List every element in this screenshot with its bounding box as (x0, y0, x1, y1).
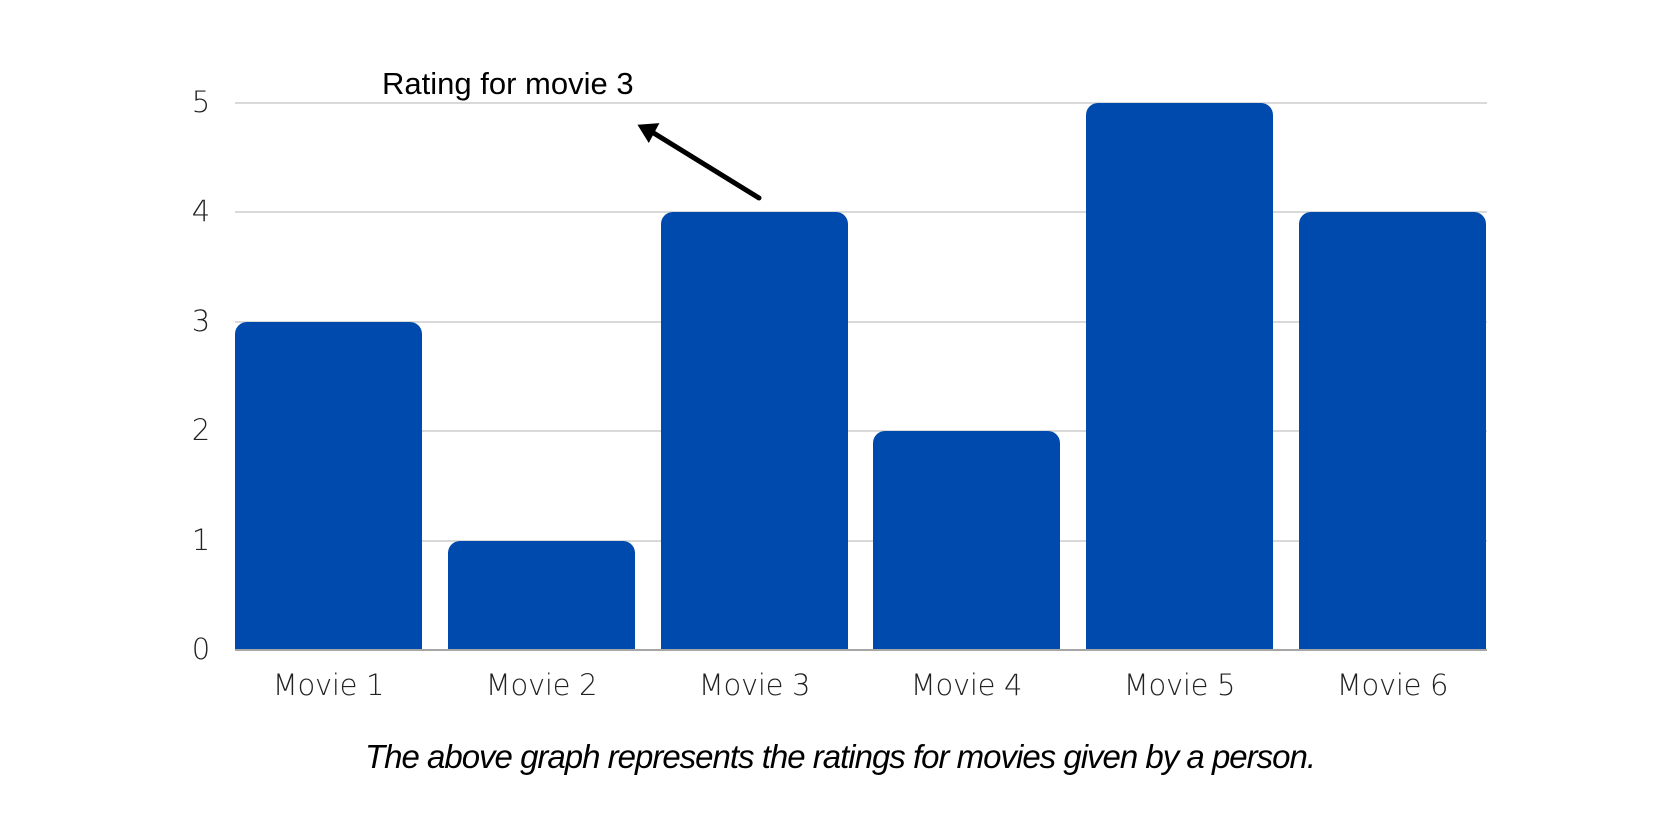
bar (873, 431, 1060, 650)
gridline (235, 211, 1487, 214)
x-tick-label: Movie 1 (272, 668, 385, 702)
y-tick-label: 2 (191, 413, 211, 448)
chart-caption: The above graph represents the ratings f… (364, 738, 1316, 775)
bar (1086, 103, 1273, 650)
x-axis-line (235, 649, 1487, 651)
gridline (235, 102, 1487, 104)
x-tick-label: Movie 3 (698, 668, 811, 702)
x-tick-label: Movie 5 (1123, 668, 1236, 702)
y-tick-label: 4 (191, 194, 211, 229)
bar (661, 212, 848, 650)
y-tick-label: 5 (191, 85, 211, 119)
y-tick-label: 1 (191, 522, 211, 557)
gridline (235, 539, 1487, 542)
bar (235, 321, 422, 650)
y-tick-label: 0 (191, 632, 211, 666)
x-tick-label: Movie 2 (485, 668, 598, 702)
gridline (235, 320, 1487, 323)
x-tick-label: Movie 4 (910, 668, 1023, 702)
bar (1299, 212, 1486, 650)
gridline (235, 430, 1487, 433)
annotation-label: Rating for movie 3 (382, 66, 634, 101)
x-tick-label: Movie 6 (1336, 668, 1449, 702)
y-tick-label: 3 (191, 303, 211, 338)
bar (448, 540, 635, 650)
